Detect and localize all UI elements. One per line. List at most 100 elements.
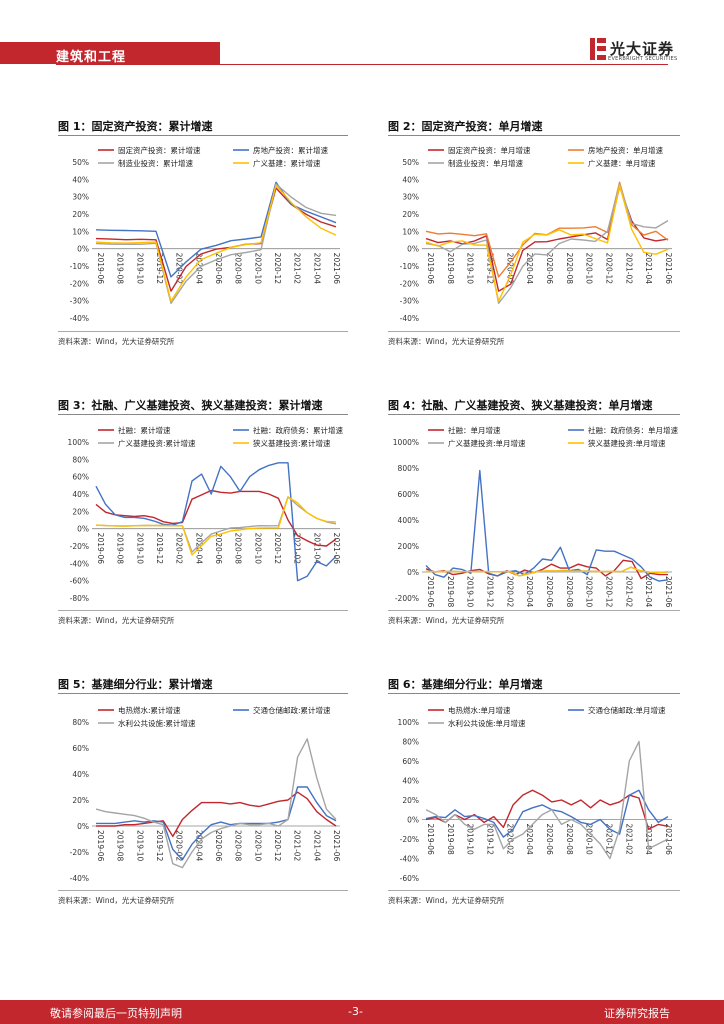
x-tick-label: 2020-12 [605, 576, 614, 608]
y-tick-label: 800% [398, 464, 419, 473]
series-line [95, 489, 337, 547]
y-tick-label: -60% [400, 874, 419, 883]
y-tick-label: 40% [402, 777, 419, 786]
x-tick-label: 2020-02 [175, 830, 184, 862]
legend-entry: 社融：政府债务：累计增速 [233, 425, 343, 435]
legend-entry: 制造业投资：累计增速 [98, 158, 193, 168]
y-tick-label: 30% [72, 193, 89, 202]
x-tick-label: 2020-08 [565, 253, 574, 285]
legend-entry: 社融：单月增速 [428, 425, 501, 435]
x-tick-label: 2019-10 [466, 576, 475, 608]
legend-entry: 房地产投资：累计增速 [233, 145, 328, 155]
header-band [0, 42, 220, 64]
figure-1-source: 资料来源：Wind，光大证券研究所 [58, 337, 175, 346]
legend-entry: 交通仓储邮政:累计增速 [233, 705, 331, 715]
y-tick-label: -20% [70, 542, 89, 551]
legend-entry: 固定资产投资：累计增速 [98, 145, 201, 155]
logo-icon [590, 38, 606, 60]
legend-entry: 社融：累计增速 [98, 425, 171, 435]
legend-label: 狭义基建投资:累计增速 [253, 438, 331, 448]
y-tick-label: 0% [407, 816, 419, 825]
figure-6-title: 图 6：基建细分行业：单月增速 [388, 678, 543, 691]
y-tick-label: -80% [70, 594, 89, 603]
legend-label: 制造业投资：累计增速 [118, 158, 193, 168]
series-line [425, 740, 669, 860]
x-tick-label: 2021-02 [624, 253, 633, 285]
x-tick-label: 2020-06 [214, 830, 223, 862]
x-tick-label: 2019-06 [96, 253, 105, 285]
y-tick-label: 10% [402, 227, 419, 236]
y-tick-label: 20% [72, 210, 89, 219]
figure-2-source: 资料来源：Wind，光大证券研究所 [388, 337, 505, 346]
y-tick-label: 0% [77, 822, 89, 831]
y-tick-label: 0% [407, 568, 419, 577]
y-tick-label: 10% [72, 227, 89, 236]
figure-5-title: 图 5：基建细分行业：累计增速 [58, 678, 213, 691]
legend-label: 社融：政府债务：累计增速 [253, 425, 343, 435]
x-tick-label: 2020-08 [234, 830, 243, 862]
x-tick-label: 2019-12 [486, 824, 495, 856]
y-tick-label: 1000% [393, 438, 419, 447]
legend-label: 社融：单月增速 [448, 425, 501, 435]
x-tick-label: 2021-02 [293, 830, 302, 862]
x-tick-label: 2020-10 [253, 830, 262, 862]
logo-name: 光大证券 [610, 40, 675, 58]
x-tick-label: 2021-06 [332, 533, 341, 565]
x-tick-label: 2020-08 [565, 824, 574, 856]
y-tick-label: 100% [398, 718, 419, 727]
y-tick-label: 100% [68, 438, 89, 447]
figure-3-title: 图 3：社融、广义基建投资、狭义基建投资：累计增速 [58, 399, 323, 412]
figure-4-bottom-rule [388, 610, 680, 611]
legend-label: 交通仓储邮政:单月增速 [588, 705, 666, 715]
x-tick-label: 2021-06 [664, 576, 673, 608]
series-line [95, 183, 337, 305]
y-tick-label: 60% [402, 757, 419, 766]
series-line [95, 496, 337, 556]
figure-6-source: 资料来源：Wind，光大证券研究所 [388, 896, 505, 905]
series-line [425, 566, 669, 577]
x-tick-label: 2021-02 [624, 576, 633, 608]
legend-label: 房地产投资：累计增速 [253, 145, 328, 155]
legend-entry: 广义基建投资:单月增速 [428, 438, 526, 448]
figure-2-title: 图 2：固定资产投资：单月增速 [388, 120, 543, 133]
series-line [96, 786, 337, 861]
legend-label: 交通仓储邮政:累计增速 [253, 705, 331, 715]
y-tick-label: -40% [400, 855, 419, 864]
x-tick-label: 2019-06 [426, 576, 435, 608]
series-line [425, 184, 669, 302]
figure-6-bottom-rule [388, 890, 680, 891]
legend-entry: 电热燃水:单月增速 [428, 705, 511, 715]
x-tick-label: 2020-04 [525, 253, 534, 285]
x-tick-label: 2021-04 [644, 253, 653, 285]
series-line [425, 789, 669, 838]
x-tick-label: 2020-10 [585, 253, 594, 285]
figure-3-bottom-rule [58, 610, 348, 611]
y-tick-label: 30% [402, 193, 419, 202]
figure-6-rule [388, 693, 680, 694]
y-tick-label: 80% [402, 738, 419, 747]
y-tick-label: 60% [72, 473, 89, 482]
figure-4-title: 图 4：社融、广义基建投资、狭义基建投资：单月增速 [388, 399, 653, 412]
x-tick-label: 2021-02 [293, 253, 302, 285]
x-tick-label: 2020-12 [273, 253, 282, 285]
x-tick-label: 2020-10 [253, 533, 262, 565]
x-tick-label: 2019-08 [446, 576, 455, 608]
x-tick-label: 2021-06 [664, 253, 673, 285]
y-tick-label: -200% [395, 594, 419, 603]
x-tick-label: 2021-04 [644, 576, 653, 608]
y-tick-label: 80% [72, 718, 89, 727]
x-tick-label: 2020-02 [175, 533, 184, 565]
legend-label: 电热燃水:单月增速 [448, 705, 511, 715]
figure-1-title: 图 1：固定资产投资：累计增速 [58, 120, 213, 133]
x-tick-label: 2019-06 [96, 533, 105, 565]
series-line [95, 738, 337, 869]
x-tick-label: 2021-04 [312, 533, 321, 565]
x-tick-label: 2020-02 [505, 824, 514, 856]
legend-entry: 固定资产投资：单月增速 [428, 145, 531, 155]
y-tick-label: 600% [398, 490, 419, 499]
legend-label: 水利公共设施:单月增速 [448, 718, 526, 728]
legend-entry: 广义基建：单月增速 [568, 158, 656, 168]
